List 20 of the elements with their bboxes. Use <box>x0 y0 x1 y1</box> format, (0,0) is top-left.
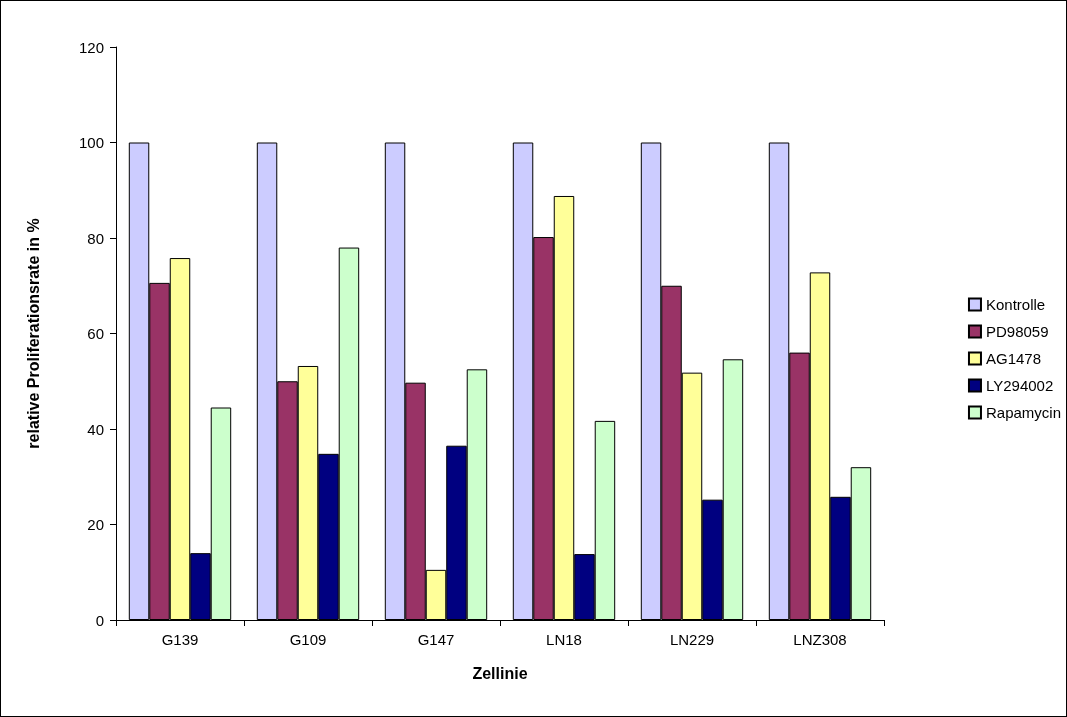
x-axis-title: Zellinie <box>472 664 528 682</box>
x-tick-label: G139 <box>161 631 199 648</box>
legend-label: Kontrolle <box>985 296 1046 313</box>
y-tick-label: 80 <box>87 229 104 247</box>
y-tick-label: 0 <box>95 611 104 629</box>
x-tick-label: LN18 <box>546 631 582 648</box>
y-tick-label: 120 <box>78 38 104 56</box>
y-tick-label: 100 <box>78 134 104 151</box>
y-tick-label: 20 <box>87 516 104 533</box>
x-tick-label: LNZ308 <box>793 631 847 648</box>
legend-label: LY294002 <box>985 377 1054 394</box>
legend-label: AG1478 <box>985 350 1042 367</box>
y-axis-title: relative Proliferationsrate in % <box>24 218 42 449</box>
y-tick-label: 40 <box>87 420 104 438</box>
legend-label: PD98059 <box>985 323 1049 340</box>
legend-label: Rapamycin <box>985 404 1061 421</box>
y-tick-label: 60 <box>87 325 104 342</box>
x-tick-label: G147 <box>417 631 455 648</box>
x-tick-label: G109 <box>289 631 327 648</box>
x-tick-label: LN229 <box>669 631 715 648</box>
